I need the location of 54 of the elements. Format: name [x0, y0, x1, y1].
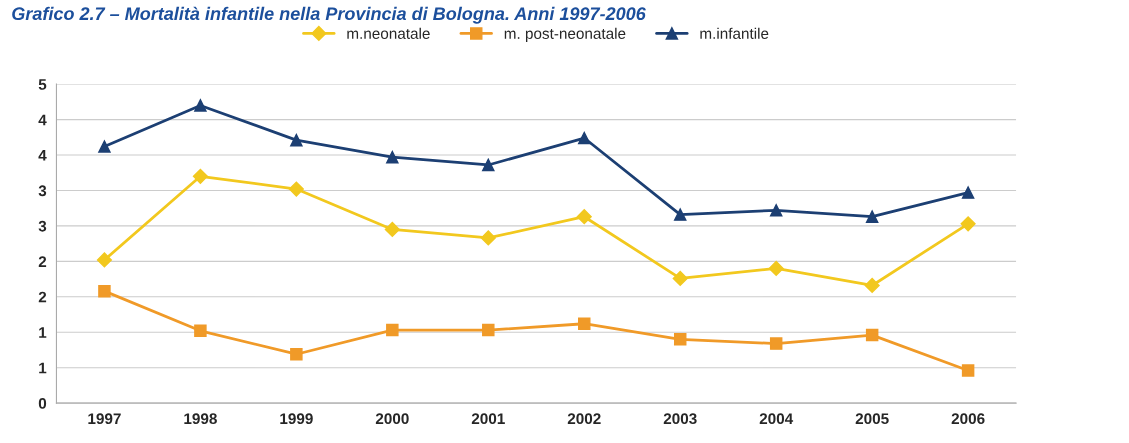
point [482, 323, 495, 337]
y-tick-label: 2 [38, 291, 47, 303]
x-tick-label: 2006 [951, 413, 985, 425]
y-tick-label: 0 [38, 398, 47, 409]
y-tick-label: 1 [39, 362, 47, 374]
point [482, 158, 495, 172]
x-tick-label: 2005 [855, 413, 889, 425]
point [673, 333, 687, 346]
point [961, 186, 975, 199]
x-tick-label: 1998 [184, 413, 217, 425]
y-tick-label: 2 [38, 256, 47, 267]
point [290, 347, 303, 361]
point [384, 221, 400, 238]
y-tick-label: 1 [39, 327, 47, 338]
point [578, 317, 591, 330]
x-tick-label: 2004 [759, 413, 794, 425]
y-tick-label: 3 [38, 185, 47, 197]
x-tick-label: 1999 [280, 413, 313, 425]
legend-label: m.infantile [700, 27, 769, 39]
point [96, 252, 113, 268]
point [98, 140, 111, 153]
y-tick-label: 4 [38, 114, 47, 126]
legend-label: m. post-neonatale [504, 27, 626, 42]
point [865, 210, 879, 223]
x-tick-label: 2001 [471, 413, 505, 425]
point [98, 284, 111, 298]
x-tick-label: 2000 [375, 413, 409, 425]
point [386, 150, 399, 164]
point [961, 364, 975, 377]
y-tick-label: 5 [38, 79, 47, 90]
legend-label: m.neonatale [347, 27, 430, 39]
point [769, 204, 783, 217]
point [768, 260, 784, 277]
point [194, 324, 207, 338]
point [192, 168, 208, 184]
x-tick-label: 2003 [663, 413, 697, 425]
point [865, 328, 879, 342]
point [578, 131, 591, 145]
point [290, 133, 303, 147]
point [673, 208, 687, 221]
point [864, 277, 880, 294]
x-tick-label: 2002 [567, 413, 601, 425]
point [960, 216, 976, 232]
y-tick-label: 4 [38, 150, 47, 161]
point [288, 181, 304, 197]
point [672, 270, 688, 286]
point [480, 230, 496, 246]
x-tick-label: 1997 [88, 413, 121, 425]
y-tick-label: 3 [38, 220, 47, 232]
chart-title: Grafico 2.7 – Mortalità infantile nella Provincia di Bologna. Anni 1997-2006 [12, 6, 646, 24]
point [576, 209, 592, 225]
point [194, 99, 207, 112]
point [386, 323, 399, 337]
point [769, 337, 783, 350]
